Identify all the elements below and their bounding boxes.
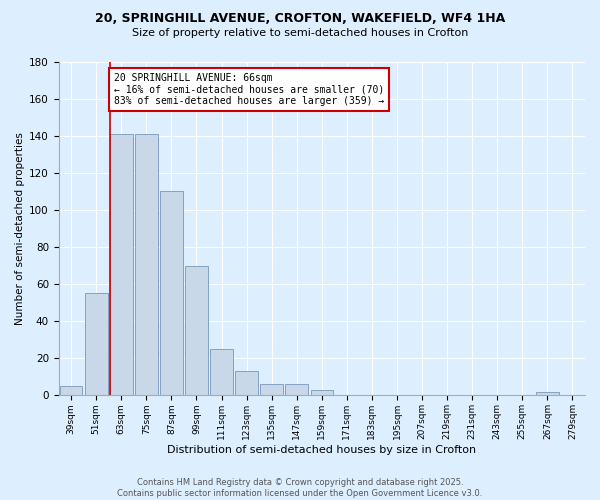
Text: Size of property relative to semi-detached houses in Crofton: Size of property relative to semi-detach… [132,28,468,38]
Bar [311,390,333,396]
Bar [286,384,308,396]
Bar [110,134,133,396]
X-axis label: Distribution of semi-detached houses by size in Crofton: Distribution of semi-detached houses by … [167,445,476,455]
Bar [85,294,107,396]
Text: Contains HM Land Registry data © Crown copyright and database right 2025.
Contai: Contains HM Land Registry data © Crown c… [118,478,482,498]
Text: 20, SPRINGHILL AVENUE, CROFTON, WAKEFIELD, WF4 1HA: 20, SPRINGHILL AVENUE, CROFTON, WAKEFIEL… [95,12,505,26]
Bar [260,384,283,396]
Y-axis label: Number of semi-detached properties: Number of semi-detached properties [15,132,25,325]
Bar [135,134,158,396]
Bar [60,386,82,396]
Bar [235,372,258,396]
Text: 20 SPRINGHILL AVENUE: 66sqm
← 16% of semi-detached houses are smaller (70)
83% o: 20 SPRINGHILL AVENUE: 66sqm ← 16% of sem… [114,72,384,106]
Bar [210,349,233,396]
Bar [160,192,183,396]
Bar [536,392,559,396]
Bar [185,266,208,396]
